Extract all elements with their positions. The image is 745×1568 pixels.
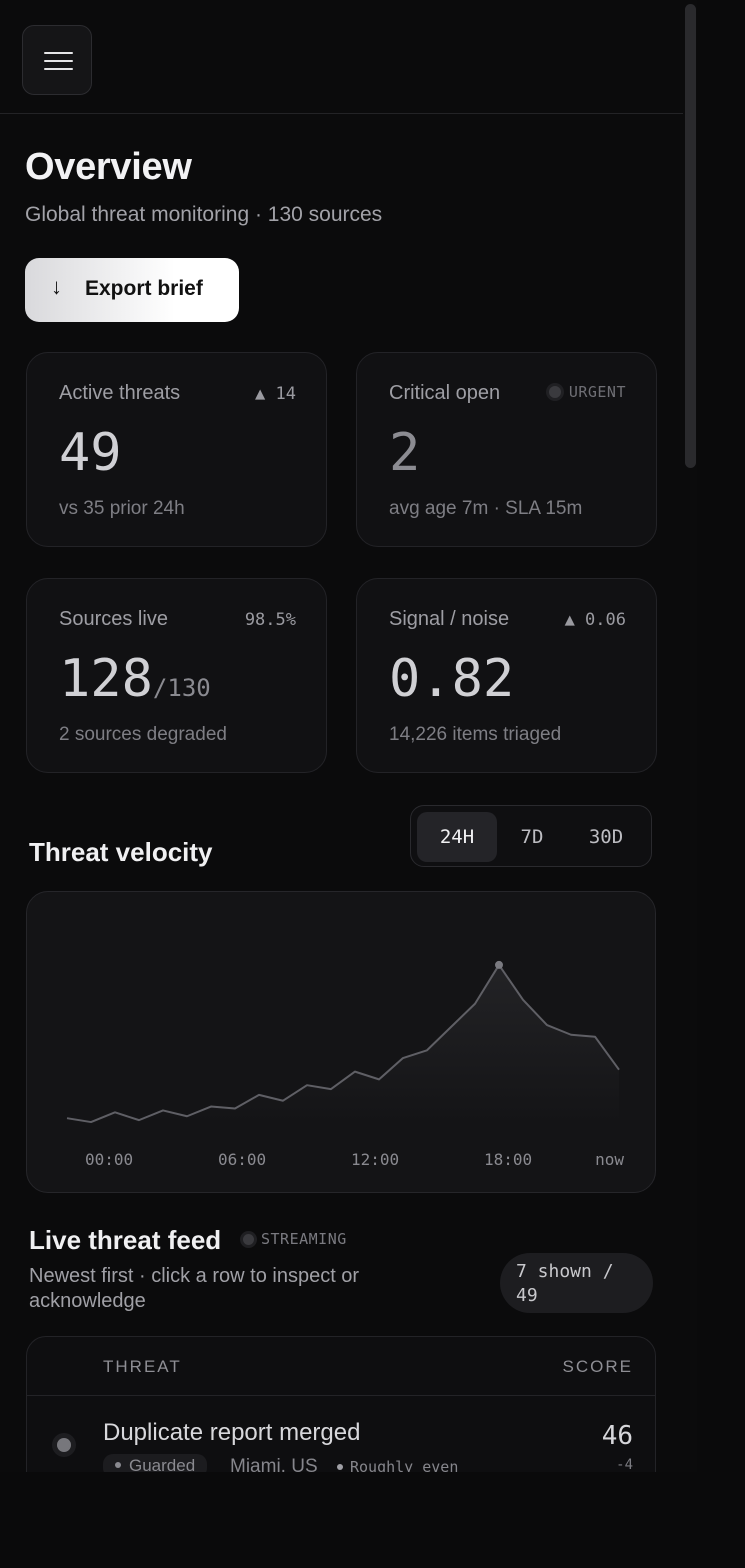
range-selector: 24H 7D 30D bbox=[410, 805, 652, 867]
threat-trend: Roughly even bbox=[337, 1458, 458, 1472]
column-header-threat: THREAT bbox=[103, 1357, 182, 1376]
export-brief-button[interactable]: ↓ Export brief bbox=[25, 258, 239, 322]
stat-value: 0.82 bbox=[389, 649, 515, 709]
streaming-badge: STREAMING bbox=[243, 1230, 347, 1248]
stat-sub: avg age 7m · SLA 15m bbox=[389, 498, 583, 519]
velocity-title: Threat velocity bbox=[29, 837, 213, 867]
streaming-label: STREAMING bbox=[261, 1230, 347, 1248]
page-subtitle: Global threat monitoring · 130 sources bbox=[25, 203, 383, 226]
stat-label: Critical open bbox=[389, 382, 501, 404]
status-dot-icon bbox=[548, 386, 561, 398]
column-header-score: SCORE bbox=[562, 1357, 633, 1376]
velocity-chart: 00:00 06:00 12:00 18:00 now bbox=[26, 891, 656, 1193]
stat-label: Signal / noise bbox=[389, 608, 510, 630]
feed-title: Live threat feed bbox=[29, 1225, 222, 1255]
threat-score-delta: -4 bbox=[616, 1457, 633, 1472]
stat-delta: 98.5% bbox=[244, 610, 296, 630]
stat-label: Active threats bbox=[59, 382, 181, 404]
urgent-badge: URGENT bbox=[548, 383, 626, 401]
stat-value: 49 bbox=[59, 423, 122, 483]
stat-label: Sources live bbox=[59, 608, 168, 630]
x-tick-label: 12:00 bbox=[351, 1150, 399, 1169]
header-divider bbox=[27, 1395, 655, 1396]
stat-card-active-threats[interactable]: Active threats ▲ 14 49 vs 35 prior 24h bbox=[26, 352, 327, 547]
series-line bbox=[66, 963, 620, 1124]
stat-value: 128 bbox=[59, 649, 153, 709]
range-option-7d[interactable]: 7D bbox=[520, 826, 544, 848]
threat-location: Miami, US bbox=[230, 1456, 318, 1472]
threat-trend-label: Roughly even bbox=[350, 1458, 459, 1472]
urgent-badge-label: URGENT bbox=[568, 383, 626, 401]
series-area bbox=[67, 964, 619, 1124]
stat-card-signal-noise[interactable]: Signal / noise ▲ 0.06 0.82 14,226 items … bbox=[356, 578, 657, 773]
stat-sub: 2 sources degraded bbox=[59, 724, 227, 745]
bottom-area bbox=[0, 1472, 745, 1568]
threat-level-badge: Guarded bbox=[103, 1454, 208, 1472]
stat-value: 2 bbox=[389, 423, 421, 483]
bullet-icon bbox=[115, 1462, 121, 1468]
threat-score: 46 bbox=[601, 1421, 633, 1451]
arrow-down-icon: ↓ bbox=[51, 274, 62, 299]
bullet-icon bbox=[337, 1464, 343, 1470]
stat-card-sources-live[interactable]: Sources live 98.5% 128/130 2 sources deg… bbox=[26, 578, 327, 773]
export-brief-label: Export brief bbox=[85, 277, 203, 300]
scrollbar-thumb[interactable] bbox=[685, 4, 696, 468]
x-tick-label: 00:00 bbox=[85, 1150, 133, 1169]
menu-button[interactable] bbox=[22, 25, 92, 95]
status-dot-icon bbox=[243, 1234, 254, 1245]
peak-point bbox=[495, 960, 503, 969]
stat-value-suffix: /130 bbox=[152, 674, 211, 702]
severity-dot-icon bbox=[57, 1438, 71, 1452]
stat-delta: ▲ 14 bbox=[255, 384, 296, 404]
main-viewport: Overview Global threat monitoring · 130 … bbox=[0, 0, 683, 1472]
threat-level-label: Guarded bbox=[129, 1456, 196, 1472]
stat-delta: ▲ 0.06 bbox=[564, 610, 626, 630]
x-tick-label: now bbox=[595, 1150, 624, 1169]
range-option-24h[interactable]: 24H bbox=[417, 812, 497, 862]
x-tick-label: 06:00 bbox=[218, 1150, 266, 1169]
feed-subtitle: Newest first · click a row to inspect or… bbox=[29, 1265, 360, 1312]
stat-sub: vs 35 prior 24h bbox=[59, 498, 185, 519]
stat-value-wrapper: 128/130 bbox=[59, 649, 211, 709]
stat-card-critical-open[interactable]: Critical open URGENT 2 avg age 7m · SLA … bbox=[356, 352, 657, 547]
x-tick-label: 18:00 bbox=[484, 1150, 532, 1169]
stat-sub: 14,226 items triaged bbox=[389, 724, 562, 745]
threat-title: Duplicate report merged bbox=[103, 1419, 361, 1446]
range-option-30d[interactable]: 30D bbox=[588, 826, 624, 848]
page-title: Overview bbox=[25, 146, 192, 188]
feed-count-badge: 7 shown / 49 bbox=[500, 1253, 653, 1313]
threat-feed-table: THREAT SCORE Duplicate report merged Gua… bbox=[26, 1336, 656, 1472]
top-bar bbox=[0, 0, 683, 114]
velocity-chart-svg: 00:00 06:00 12:00 18:00 now bbox=[66, 960, 624, 1169]
